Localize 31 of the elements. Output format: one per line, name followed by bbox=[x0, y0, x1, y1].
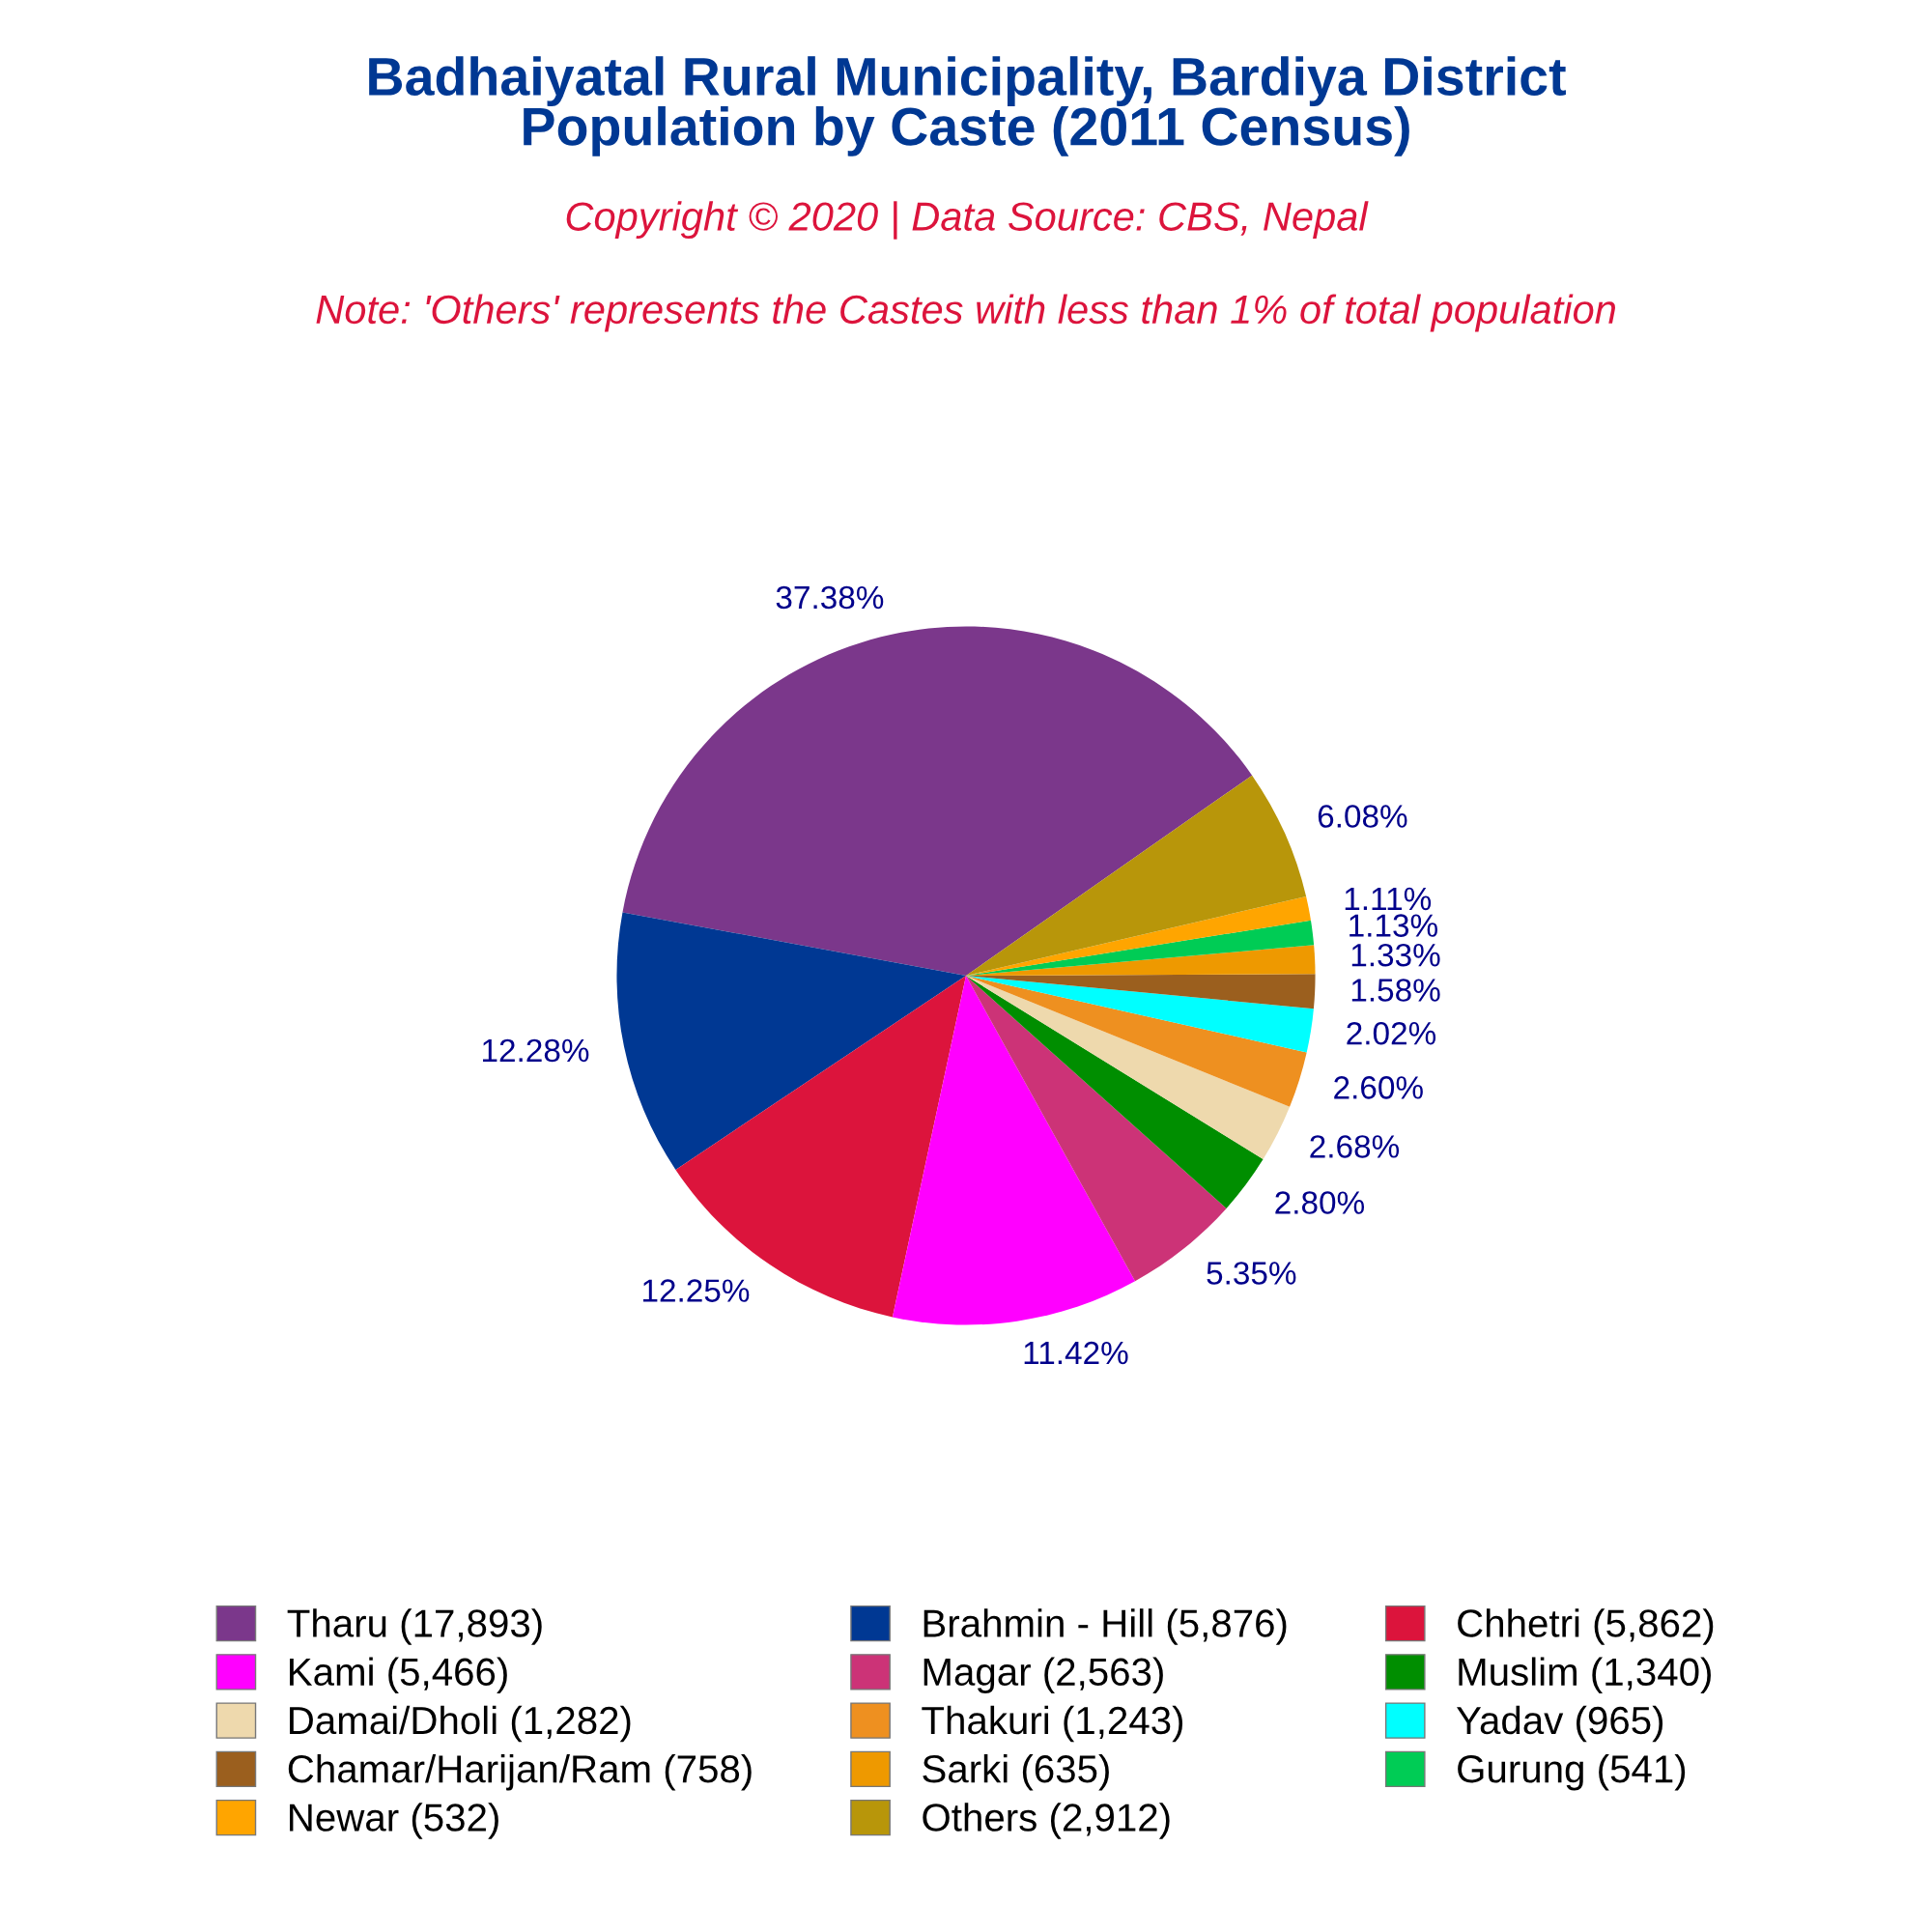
data-label: 2.60% bbox=[1334, 1076, 1423, 1099]
legend-label: Chamar/Harijan/Ram (758) bbox=[288, 1753, 752, 1791]
legend-label: Muslim (1,340) bbox=[1459, 1657, 1711, 1693]
legend-label: Damai/Dholi (1,282) bbox=[290, 1705, 631, 1743]
data-label: 12.28% bbox=[483, 1038, 589, 1063]
legend-label: Newar (532) bbox=[290, 1803, 498, 1839]
data-label: 1.58% bbox=[1351, 979, 1440, 1002]
data-label: 2.02% bbox=[1347, 1021, 1436, 1045]
data-label: 12.25% bbox=[642, 1279, 750, 1302]
data-label: 37.38% bbox=[776, 585, 884, 610]
data-label: 11.42% bbox=[1024, 1341, 1128, 1365]
data-label: 5.35% bbox=[1207, 1262, 1296, 1285]
legend-label: Chhetri (5,862) bbox=[1458, 1608, 1714, 1645]
chart-title: Badhaiyatal Rural Municipality, Bardiya District Population by Caste (2011 Census) bbox=[369, 56, 1566, 156]
legend-label: Magar (2,563) bbox=[923, 1657, 1163, 1694]
text: Note: 'Others' represents the Castes with less than 1% of total population bbox=[316, 294, 1615, 332]
data-label: 1.13% bbox=[1350, 914, 1437, 937]
legend-label: Sarki (635) bbox=[923, 1753, 1109, 1791]
chart-subtitle: Copyright © 2020 | Data Source: CBS, Nepal bbox=[566, 201, 1369, 240]
legend-label: Kami (5,466) bbox=[290, 1657, 507, 1693]
data-label: 1.33% bbox=[1351, 943, 1440, 967]
data-label: 2.80% bbox=[1275, 1191, 1365, 1214]
legend-label: Thakuri (1,243) bbox=[922, 1705, 1183, 1743]
data-label: 1.11% bbox=[1345, 887, 1432, 911]
legend-label: Gurung (541) bbox=[1458, 1753, 1686, 1791]
legend-label: Yadav (965) bbox=[1456, 1705, 1663, 1743]
data-label: 6.08% bbox=[1318, 805, 1407, 828]
legend-label: Brahmin - Hill (5,876) bbox=[923, 1608, 1287, 1645]
legend-label: Tharu (17,893) bbox=[287, 1608, 542, 1645]
legend-label: Others (2,912) bbox=[923, 1803, 1170, 1839]
data-label: 2.68% bbox=[1310, 1135, 1400, 1158]
